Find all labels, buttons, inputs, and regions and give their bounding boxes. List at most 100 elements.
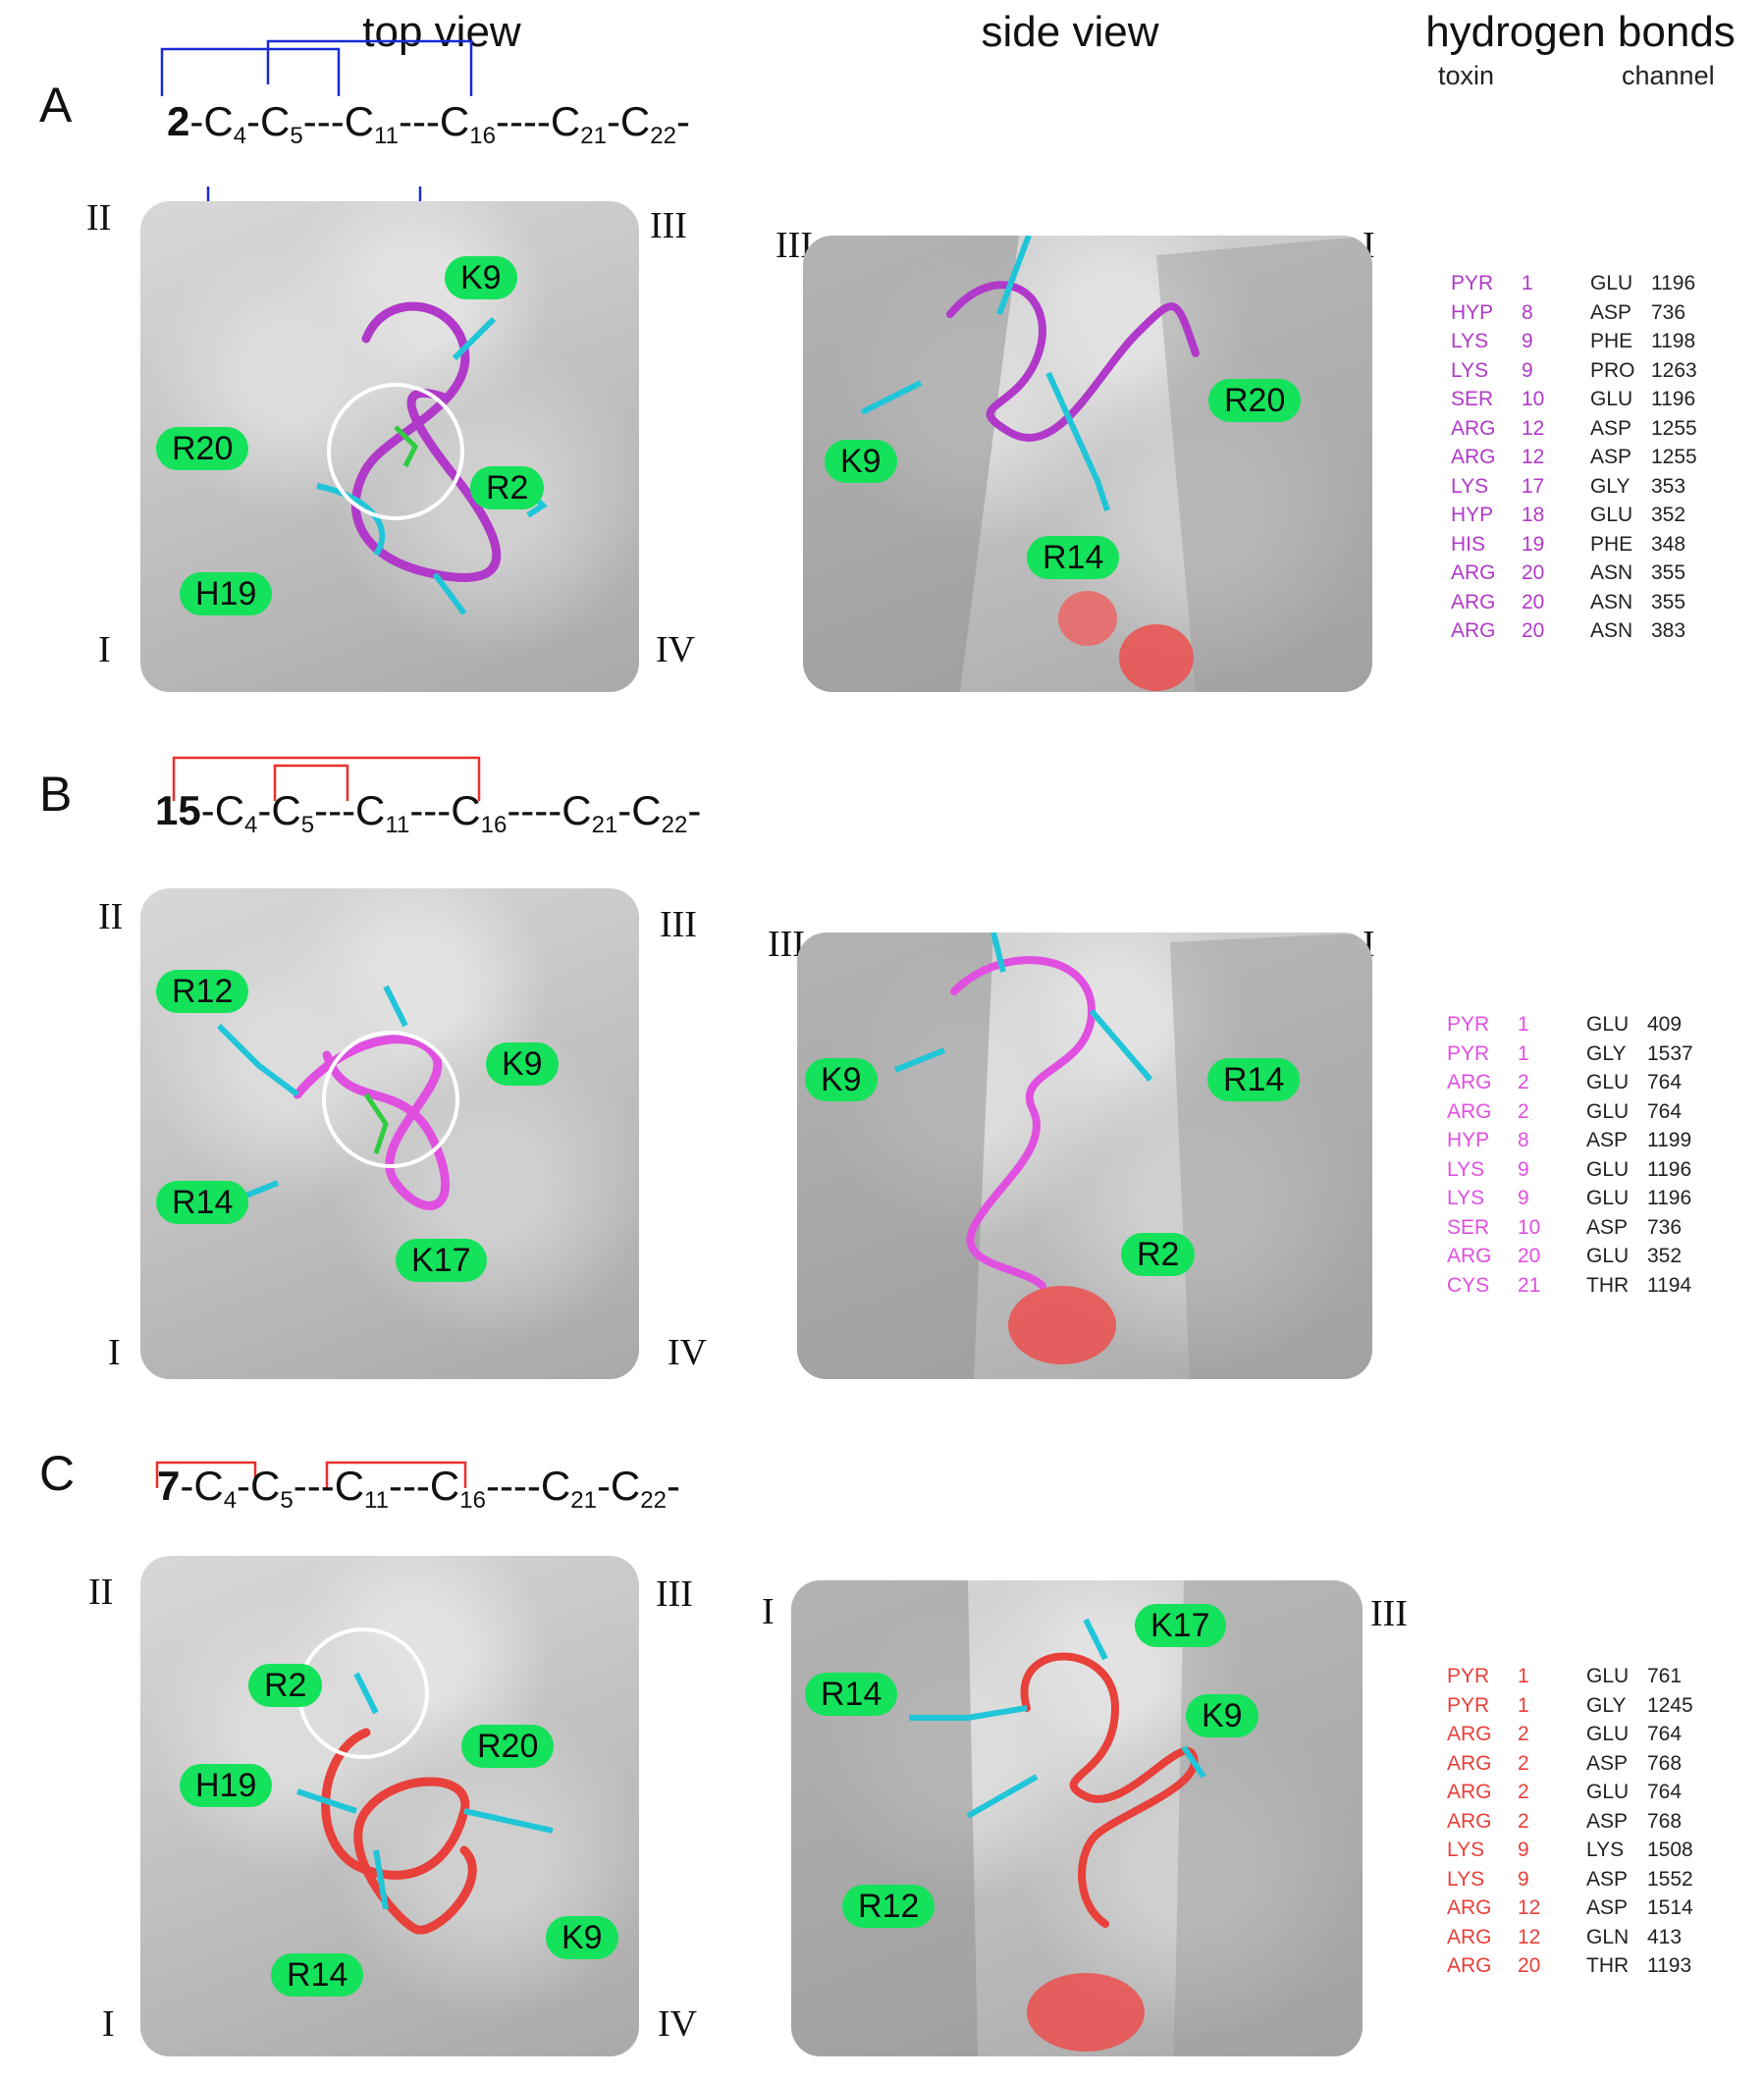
toxin-number: 9 bbox=[1522, 358, 1533, 382]
channel-residue: LYS bbox=[1586, 1839, 1625, 1861]
residue-tag-c-top-k9: K9 bbox=[546, 1916, 618, 1959]
residue-tag-b-top-k17: K17 bbox=[396, 1239, 487, 1282]
toxin-residue: PYR bbox=[1447, 1041, 1490, 1065]
hbond-row: CYS 21 THR 1194 bbox=[1447, 1271, 1693, 1301]
panel-label-b: B bbox=[39, 767, 73, 822]
disulfide-bridge-line bbox=[160, 47, 341, 96]
channel-residue: GLN bbox=[1586, 1925, 1630, 1948]
top-view-panel-c: R2 H19 R20 K9 R14 bbox=[140, 1556, 639, 2056]
channel-number: 761 bbox=[1647, 1665, 1683, 1687]
channel-residue: ASP bbox=[1586, 1215, 1629, 1239]
channel-number: 764 bbox=[1647, 1099, 1683, 1123]
toxin-residue: LYS bbox=[1451, 358, 1489, 382]
channel-residue: GLY bbox=[1586, 1041, 1627, 1065]
disulfide-bridge-line bbox=[325, 1461, 467, 1488]
channel-number: 764 bbox=[1647, 1781, 1683, 1803]
toxin-residue: LYS bbox=[1451, 474, 1489, 498]
structure-render-b-top bbox=[216, 985, 459, 1210]
channel-number: 352 bbox=[1647, 1245, 1683, 1267]
header-toxin: toxin bbox=[1438, 61, 1495, 90]
disulfide-bridge-line bbox=[266, 39, 473, 96]
toxin-number: 12 bbox=[1522, 416, 1545, 440]
hbond-row: ARG 2 GLU 764 bbox=[1447, 1720, 1693, 1749]
subunit-label-b-top-br: IV bbox=[668, 1332, 708, 1373]
toxin-residue: ARG bbox=[1447, 1723, 1492, 1745]
toxin-residue: ARG bbox=[1447, 1099, 1492, 1123]
toxin-number: 21 bbox=[1518, 1273, 1541, 1297]
residue-tag-b-side-r2: R2 bbox=[1121, 1233, 1196, 1276]
channel-number: 1514 bbox=[1647, 1896, 1693, 1919]
toxin-residue: LYS bbox=[1447, 1157, 1485, 1181]
toxin-number: 17 bbox=[1522, 474, 1545, 498]
toxin-residue: ARG bbox=[1451, 446, 1496, 468]
side-view-panel-b: K9 R14 R2 bbox=[797, 933, 1372, 1379]
compound-number-b: 15 bbox=[155, 787, 201, 833]
channel-residue: GLU bbox=[1586, 1723, 1630, 1745]
toxin-residue: PYR bbox=[1447, 1693, 1490, 1717]
toxin-number: 9 bbox=[1518, 1187, 1529, 1209]
hbond-row: LYS 9 LYS 1508 bbox=[1447, 1836, 1693, 1865]
hbond-row: LYS 9 ASP 1552 bbox=[1447, 1865, 1693, 1894]
toxin-residue: ARG bbox=[1451, 590, 1496, 613]
hbond-row: PYR 1 GLU 761 bbox=[1447, 1662, 1693, 1691]
residue-tag-c-top-h19: H19 bbox=[180, 1764, 273, 1807]
toxin-residue: ARG bbox=[1451, 561, 1496, 584]
channel-residue: ASP bbox=[1586, 1896, 1629, 1919]
cysteine-formula-a: 2-C4-C5---C11---C16----C21-C22- bbox=[167, 98, 690, 149]
residue-tag-a-top-k9: K9 bbox=[445, 256, 517, 299]
subunit-label-c-top-tl: II bbox=[88, 1572, 114, 1613]
hbond-row: HIS 19 PHE 348 bbox=[1451, 530, 1697, 560]
hbond-row: ARG 12 ASP 1514 bbox=[1447, 1893, 1693, 1923]
channel-residue: ASP bbox=[1586, 1129, 1629, 1151]
channel-number: 348 bbox=[1651, 532, 1686, 556]
subunit-label-b-top-bl: I bbox=[108, 1332, 121, 1373]
channel-number: 1196 bbox=[1647, 1157, 1692, 1181]
residue-tag-b-top-r14: R14 bbox=[156, 1181, 249, 1224]
toxin-residue: CYS bbox=[1447, 1273, 1490, 1297]
channel-number: 1193 bbox=[1647, 1954, 1692, 1977]
toxin-number: 20 bbox=[1522, 561, 1545, 584]
channel-residue: ASP bbox=[1586, 1867, 1629, 1891]
toxin-number: 2 bbox=[1518, 1099, 1529, 1123]
compound-number-a: 2 bbox=[167, 98, 190, 144]
hbond-row: ARG 2 ASP 768 bbox=[1447, 1807, 1693, 1837]
hbond-row: LYS 17 GLY 353 bbox=[1451, 472, 1697, 502]
channel-number: 1198 bbox=[1651, 330, 1696, 352]
side-view-panel-c: K17 R14 K9 R12 bbox=[791, 1580, 1363, 2056]
top-view-panel-a: K9 R20 R2 H19 bbox=[140, 201, 639, 692]
toxin-residue: ARG bbox=[1447, 1954, 1492, 1977]
toxin-residue: LYS bbox=[1451, 330, 1489, 352]
toxin-number: 1 bbox=[1518, 1693, 1529, 1717]
hbond-row: PYR 1 GLU 409 bbox=[1447, 1010, 1693, 1040]
toxin-number: 20 bbox=[1522, 590, 1545, 613]
subunit-label-b-top-tl: II bbox=[98, 896, 124, 937]
hbond-row: LYS 9 PHE 1198 bbox=[1451, 327, 1697, 356]
channel-residue: GLU bbox=[1586, 1013, 1630, 1036]
residue-tag-a-side-r20: R20 bbox=[1208, 379, 1302, 422]
residue-tag-c-side-k9: K9 bbox=[1186, 1694, 1258, 1737]
channel-number: 413 bbox=[1647, 1925, 1683, 1948]
disulfide-bridge-line bbox=[273, 764, 349, 801]
hbond-row: ARG 20 ASN 383 bbox=[1451, 616, 1697, 646]
channel-number: 1255 bbox=[1651, 416, 1697, 440]
structure-render-a-side bbox=[803, 236, 1372, 692]
toxin-residue: PYR bbox=[1451, 272, 1494, 294]
hbond-row: ARG 20 THR 1193 bbox=[1447, 1951, 1693, 1981]
toxin-number: 20 bbox=[1518, 1245, 1541, 1267]
channel-number: 1552 bbox=[1647, 1867, 1693, 1891]
hbond-table-a: PYR 1 GLU 1196 HYP 8 ASP 736 LYS 9 PHE 1198 LYS 9 PRO 1… bbox=[1451, 269, 1697, 646]
toxin-number: 2 bbox=[1518, 1071, 1529, 1093]
channel-residue: PHE bbox=[1590, 532, 1633, 556]
hbond-row: ARG 2 GLU 764 bbox=[1447, 1068, 1693, 1097]
panel-label-c: C bbox=[39, 1446, 76, 1501]
toxin-residue: ARG bbox=[1447, 1925, 1492, 1948]
toxin-residue: PYR bbox=[1447, 1665, 1490, 1687]
channel-number: 1196 bbox=[1651, 272, 1696, 294]
channel-residue: GLU bbox=[1590, 388, 1633, 410]
toxin-residue: PYR bbox=[1447, 1013, 1490, 1036]
channel-residue: ASN bbox=[1590, 561, 1633, 584]
toxin-number: 20 bbox=[1518, 1954, 1541, 1977]
channel-residue: GLU bbox=[1586, 1071, 1630, 1093]
side-view-panel-a: R20 K9 R14 bbox=[803, 236, 1372, 692]
toxin-number: 1 bbox=[1518, 1013, 1529, 1036]
